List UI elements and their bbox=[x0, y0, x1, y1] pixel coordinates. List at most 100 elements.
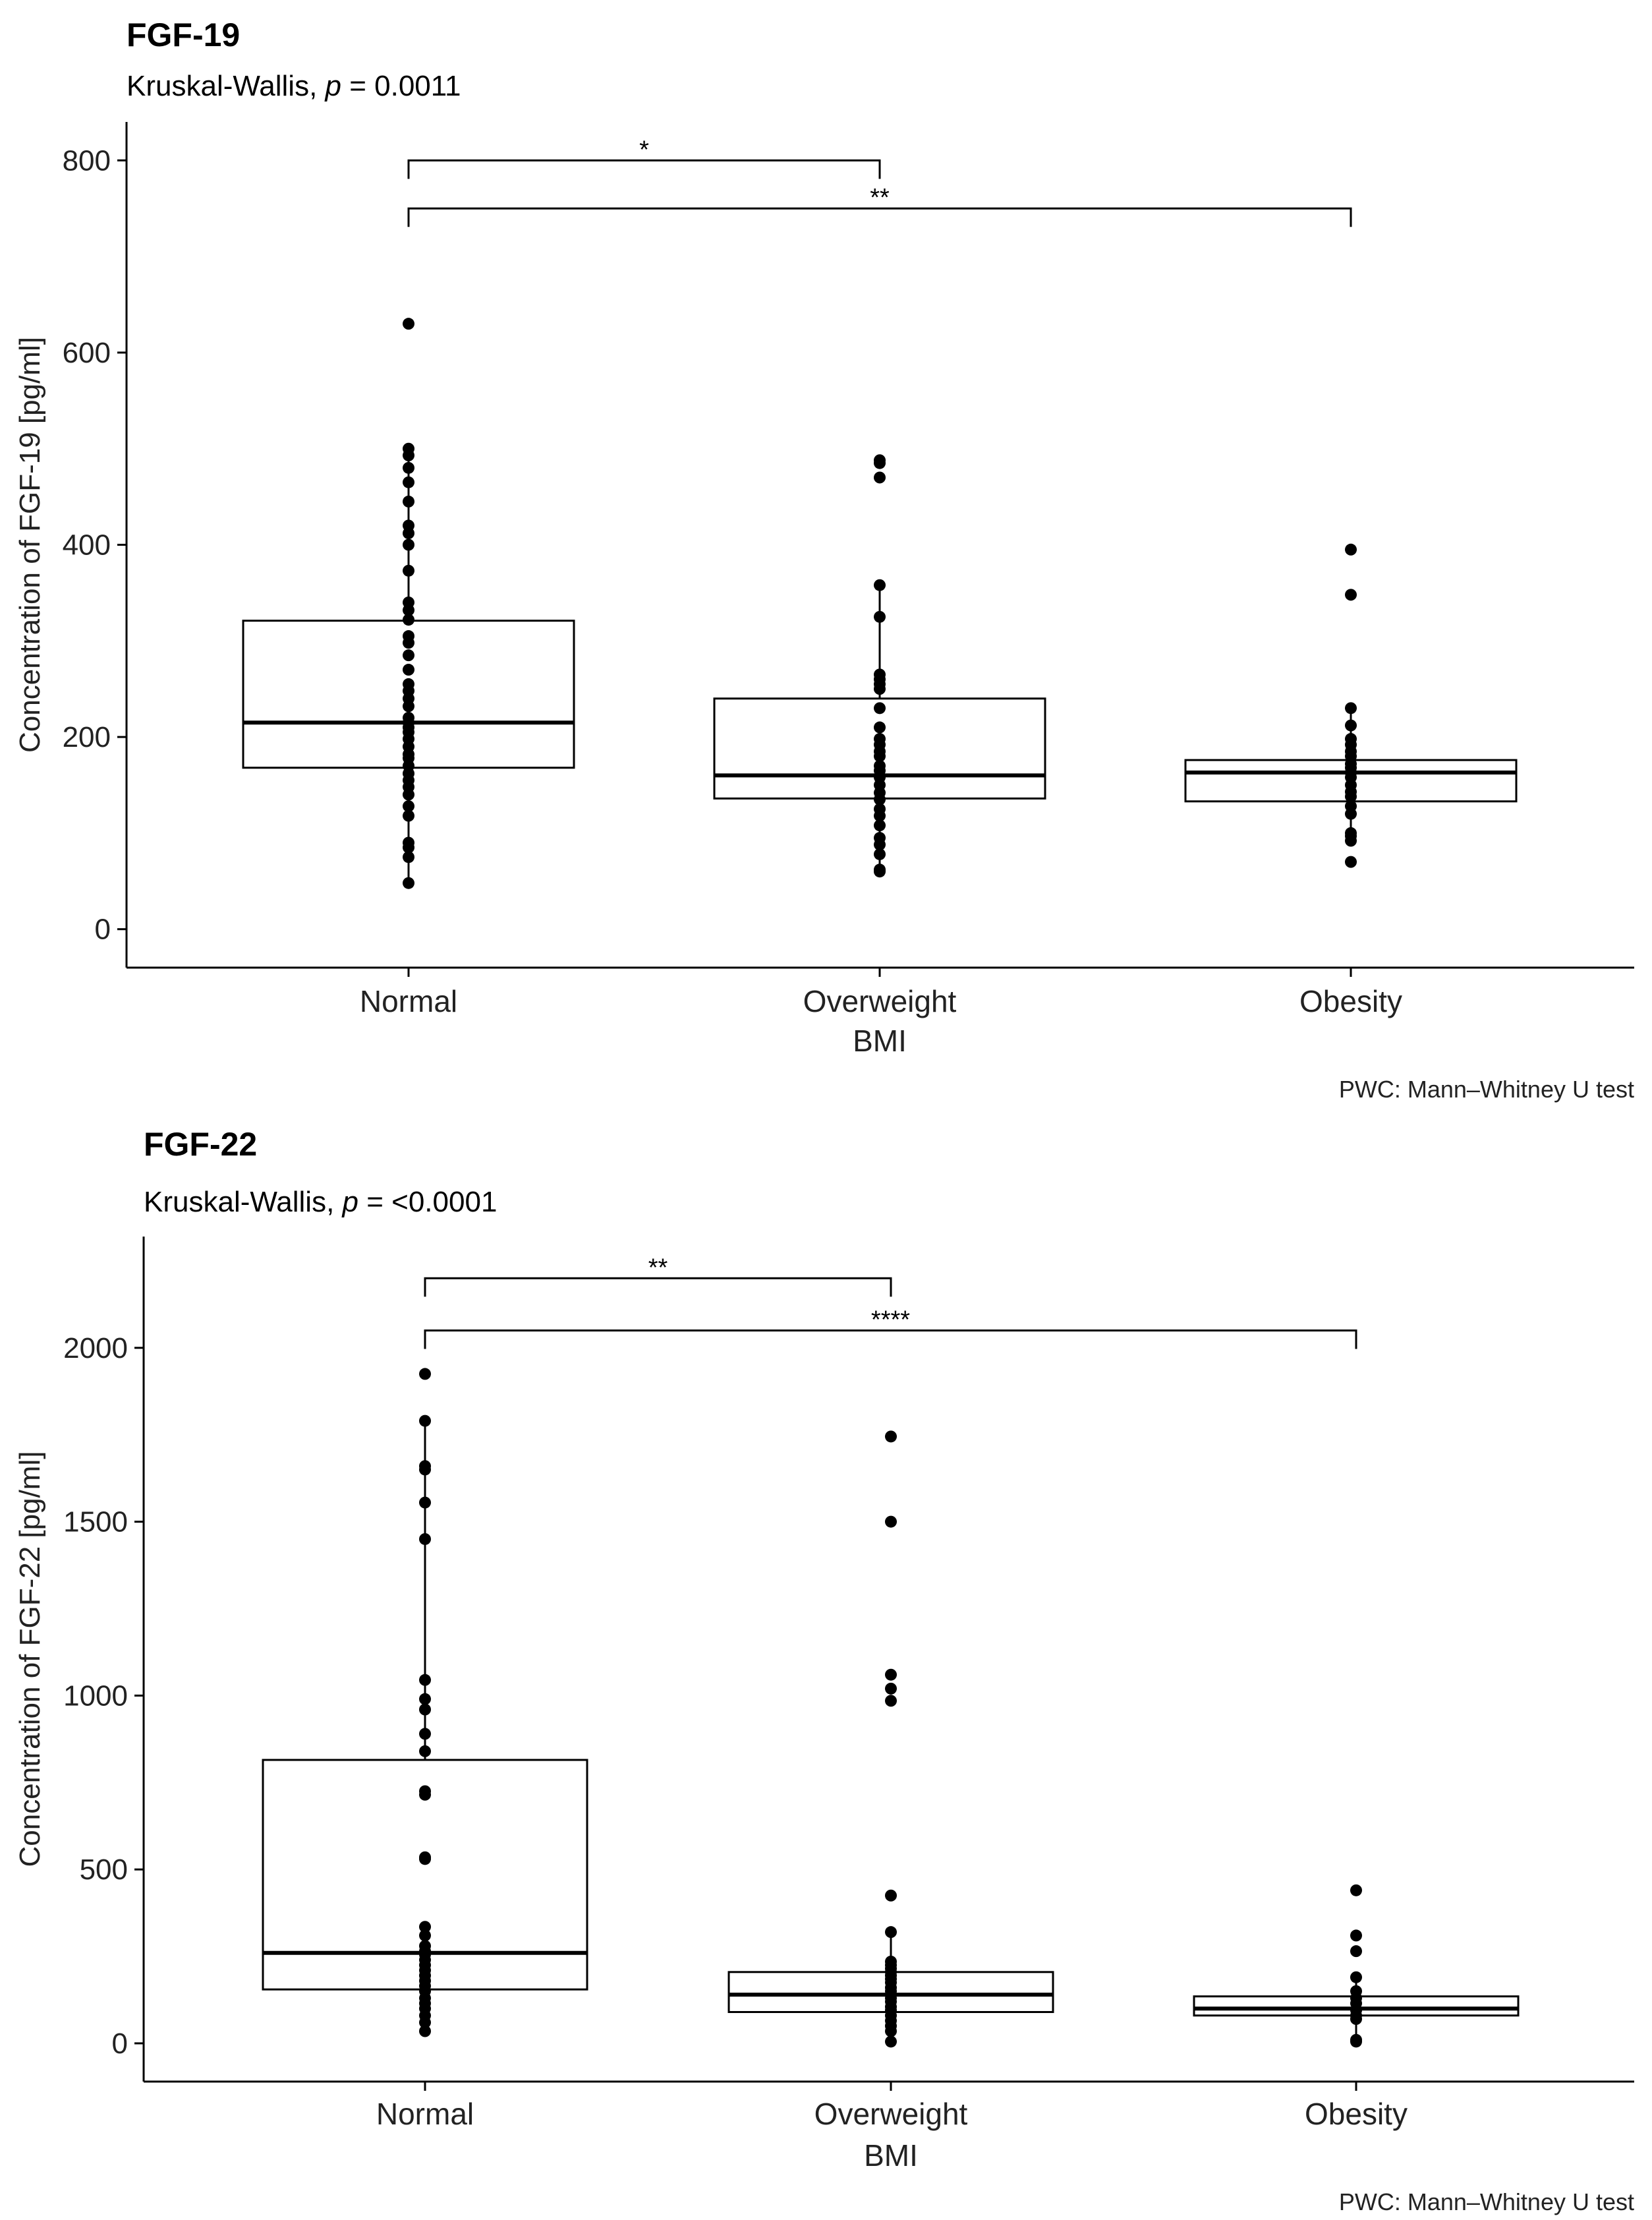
data-point bbox=[403, 527, 414, 540]
data-point bbox=[403, 877, 414, 889]
fgf22-chart-panel: FGF-22 Kruskal-Wallis, p = <0.0001 0 500 100… bbox=[0, 1113, 1652, 2220]
data-point bbox=[874, 721, 886, 734]
data-point bbox=[885, 1889, 897, 1902]
data-point bbox=[419, 1463, 431, 1476]
data-point bbox=[1345, 807, 1357, 820]
y-tick-label: 0 bbox=[95, 914, 111, 946]
data-point bbox=[1350, 1884, 1362, 1896]
data-point bbox=[403, 318, 414, 330]
x-tick-label: Normal bbox=[360, 984, 457, 1018]
chart-caption: PWC: Mann–Whitney U test bbox=[1339, 2188, 1634, 2215]
data-point bbox=[403, 664, 414, 676]
data-point bbox=[1345, 543, 1357, 556]
data-point bbox=[885, 1926, 897, 1939]
data-point bbox=[1345, 719, 1357, 732]
data-point bbox=[419, 1533, 431, 1545]
subtitle-suffix: = <0.0001 bbox=[358, 1186, 497, 1218]
data-point bbox=[885, 2025, 897, 2037]
data-point bbox=[885, 1682, 897, 1695]
x-axis-label: BMI bbox=[864, 2138, 918, 2173]
data-point bbox=[874, 579, 886, 591]
data-point bbox=[419, 1693, 431, 1705]
data-point bbox=[419, 1745, 431, 1757]
data-point bbox=[419, 1929, 431, 1942]
significance-bracket bbox=[407, 159, 881, 179]
x-tick-label: Normal bbox=[376, 2097, 474, 2131]
data-point bbox=[419, 1853, 431, 1865]
y-tick-label: 800 bbox=[63, 144, 111, 177]
y-tick-label: 600 bbox=[63, 337, 111, 369]
data-point bbox=[1345, 856, 1357, 868]
x-tick-label: Obesity bbox=[1299, 984, 1402, 1018]
data-point bbox=[419, 1728, 431, 1740]
data-point bbox=[403, 851, 414, 863]
data-point bbox=[874, 838, 886, 851]
data-point bbox=[419, 1703, 431, 1716]
x-axis-label: BMI bbox=[853, 1024, 907, 1058]
data-point bbox=[403, 788, 414, 801]
subtitle-prefix: Kruskal-Wallis, bbox=[127, 70, 326, 102]
data-point bbox=[1345, 834, 1357, 847]
chart-title: FGF-22 bbox=[144, 1126, 257, 1163]
data-point bbox=[419, 2025, 431, 2037]
data-point bbox=[874, 702, 886, 715]
data-point bbox=[403, 539, 414, 551]
data-point bbox=[874, 457, 886, 469]
data-point bbox=[885, 1668, 897, 1681]
data-point bbox=[419, 1921, 431, 1933]
data-point bbox=[403, 800, 414, 813]
y-tick-label: 1000 bbox=[63, 1680, 128, 1712]
data-point bbox=[1350, 2035, 1362, 2048]
data-point bbox=[419, 1788, 431, 1801]
chart-svg: FGF-19 Kruskal-Wallis, p = 0.0011 0 200 400 6… bbox=[14, 16, 1634, 1103]
data-point bbox=[403, 637, 414, 649]
data-point bbox=[874, 750, 886, 763]
data-point bbox=[403, 476, 414, 488]
data-point bbox=[885, 1430, 897, 1443]
significance-label: ** bbox=[648, 1254, 668, 1281]
chart-subtitle: Kruskal-Wallis, p = <0.0001 bbox=[144, 1186, 497, 1218]
data-point bbox=[419, 2016, 431, 2029]
data-point bbox=[885, 1515, 897, 1528]
data-point bbox=[874, 610, 886, 623]
significance-bracket bbox=[424, 1277, 892, 1297]
chart-title: FGF-19 bbox=[127, 16, 240, 53]
data-point bbox=[1345, 790, 1357, 803]
data-point bbox=[885, 1695, 897, 1707]
data-point bbox=[874, 819, 886, 832]
subtitle-p: p bbox=[324, 70, 341, 102]
data-point bbox=[403, 809, 414, 822]
fgf19-chart-panel: FGF-19 Kruskal-Wallis, p = 0.0011 0 200 400 6… bbox=[0, 0, 1652, 1107]
data-point bbox=[1345, 702, 1357, 715]
significance-label: **** bbox=[871, 1306, 910, 1333]
data-point bbox=[419, 1415, 431, 1427]
data-point bbox=[1350, 1945, 1362, 1958]
significance-label: * bbox=[639, 136, 649, 163]
data-point bbox=[403, 564, 414, 577]
data-point bbox=[1350, 2013, 1362, 2026]
chart-subtitle: Kruskal-Wallis, p = 0.0011 bbox=[127, 70, 461, 102]
subtitle-suffix: = 0.0011 bbox=[341, 70, 461, 102]
y-tick-label: 2000 bbox=[63, 1332, 128, 1364]
chart-svg: FGF-22 Kruskal-Wallis, p = <0.0001 0 500 100… bbox=[14, 1126, 1634, 2215]
data-point bbox=[403, 700, 414, 713]
data-point bbox=[419, 1368, 431, 1380]
subtitle-p: p bbox=[341, 1186, 358, 1218]
data-point bbox=[874, 683, 886, 695]
y-axis-label: Concentration of FGF-22 [pg/ml] bbox=[14, 1451, 46, 1867]
x-tick-label: Overweight bbox=[803, 984, 957, 1018]
y-tick-label: 500 bbox=[80, 1854, 128, 1886]
y-axis-label: Concentration of FGF-19 [pg/ml] bbox=[14, 337, 46, 753]
chart-caption: PWC: Mann–Whitney U test bbox=[1339, 1076, 1634, 1103]
significance-bracket bbox=[424, 1329, 1357, 1349]
data-point bbox=[403, 604, 414, 616]
data-point bbox=[874, 471, 886, 484]
significance-label: ** bbox=[870, 184, 890, 212]
data-point bbox=[403, 614, 414, 626]
data-point bbox=[874, 865, 886, 878]
x-tick-label: Overweight bbox=[814, 2097, 968, 2131]
data-point bbox=[403, 649, 414, 662]
data-point bbox=[1345, 589, 1357, 601]
data-point bbox=[403, 495, 414, 508]
subtitle-prefix: Kruskal-Wallis, bbox=[144, 1186, 343, 1218]
